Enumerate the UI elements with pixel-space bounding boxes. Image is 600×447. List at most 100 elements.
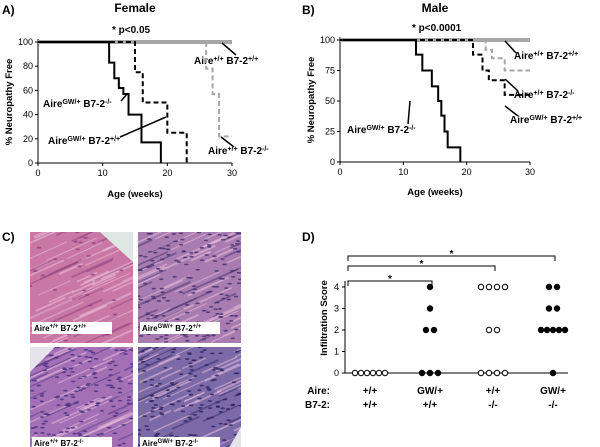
series-label-sup: +/+ bbox=[533, 51, 543, 58]
fiber bbox=[127, 377, 133, 382]
nucleus bbox=[105, 333, 110, 336]
nucleus bbox=[63, 389, 68, 392]
fiber bbox=[53, 347, 73, 356]
nucleus bbox=[138, 429, 142, 431]
nucleus bbox=[96, 434, 101, 436]
fiber bbox=[138, 279, 183, 302]
nucleus bbox=[74, 402, 79, 404]
nucleus bbox=[82, 375, 87, 378]
nucleus bbox=[171, 233, 177, 235]
label-pointer bbox=[119, 116, 167, 138]
data-point bbox=[434, 369, 442, 377]
nucleus bbox=[214, 270, 219, 272]
fiber bbox=[138, 232, 163, 244]
nucleus bbox=[219, 293, 224, 296]
nucleus bbox=[157, 382, 163, 385]
nucleus bbox=[75, 232, 80, 234]
series-label-sup: +/+ bbox=[213, 56, 223, 63]
y-tick-label: 0 bbox=[28, 158, 33, 168]
nucleus bbox=[156, 299, 162, 302]
nucleus bbox=[183, 256, 188, 259]
nucleus bbox=[207, 407, 213, 409]
fiber bbox=[138, 347, 160, 357]
fiber bbox=[79, 260, 133, 287]
fiber bbox=[233, 426, 241, 432]
nucleus bbox=[145, 428, 151, 431]
nucleus bbox=[159, 406, 164, 409]
series-label-sup: +/+ bbox=[110, 136, 120, 143]
nucleus bbox=[206, 244, 212, 246]
nucleus bbox=[118, 380, 123, 383]
nucleus bbox=[224, 287, 229, 289]
nucleus bbox=[184, 335, 189, 338]
nucleus bbox=[82, 289, 87, 292]
nucleus bbox=[150, 264, 155, 266]
data-point bbox=[351, 369, 359, 377]
histology-image: Aire+/+ B7-2-/- bbox=[30, 347, 133, 447]
nucleus bbox=[93, 358, 99, 360]
background-corner bbox=[30, 347, 55, 372]
nucleus bbox=[64, 430, 70, 433]
image-label: Aire+/+ B7-2-/- bbox=[34, 439, 83, 447]
nucleus bbox=[237, 392, 241, 395]
fiber bbox=[97, 411, 133, 429]
nucleus bbox=[150, 415, 155, 418]
fiber bbox=[30, 351, 87, 379]
nucleus bbox=[220, 258, 225, 260]
fiber bbox=[48, 259, 82, 275]
nucleus bbox=[151, 297, 157, 300]
nucleus bbox=[231, 381, 237, 384]
fiber bbox=[37, 280, 71, 296]
nucleus bbox=[237, 278, 241, 281]
nucleus bbox=[159, 258, 165, 261]
significance-bracket bbox=[347, 280, 433, 286]
nucleus bbox=[169, 403, 174, 406]
data-point bbox=[537, 326, 545, 334]
series-label-part: Aire bbox=[514, 90, 534, 101]
nucleus bbox=[161, 296, 167, 299]
fiber bbox=[199, 304, 241, 326]
series-label-sup: GW/+ bbox=[67, 136, 85, 143]
fiber bbox=[94, 261, 133, 281]
nucleus bbox=[117, 387, 122, 390]
series-label-part: Aire bbox=[208, 146, 228, 157]
nucleus bbox=[237, 232, 241, 235]
nucleus bbox=[161, 314, 166, 317]
nucleus bbox=[215, 368, 221, 370]
fiber bbox=[46, 237, 97, 261]
fiber bbox=[45, 400, 80, 417]
nucleus bbox=[126, 396, 132, 398]
nucleus bbox=[197, 347, 203, 349]
fiber bbox=[36, 368, 64, 382]
fiber bbox=[138, 308, 158, 320]
nucleus bbox=[69, 393, 75, 396]
data-point bbox=[422, 326, 430, 334]
nucleus bbox=[88, 356, 93, 359]
nucleus bbox=[81, 387, 86, 390]
y-tick-label: 60 bbox=[23, 85, 33, 95]
nucleus bbox=[230, 269, 235, 272]
nucleus bbox=[87, 360, 92, 363]
image-label-part: B7-2 bbox=[58, 439, 78, 447]
nucleus bbox=[164, 334, 169, 337]
nucleus bbox=[39, 392, 45, 395]
nucleus bbox=[197, 389, 202, 392]
label-box bbox=[32, 437, 112, 447]
nucleus bbox=[78, 241, 83, 244]
nucleus bbox=[88, 350, 93, 352]
nucleus bbox=[79, 420, 84, 423]
significance-star: * bbox=[388, 274, 392, 285]
nucleus bbox=[156, 358, 161, 360]
nucleus bbox=[233, 315, 239, 317]
nucleus bbox=[151, 287, 156, 290]
fiber bbox=[122, 276, 133, 283]
nucleus bbox=[90, 273, 96, 276]
fiber bbox=[245, 282, 275, 295]
fiber bbox=[197, 418, 241, 440]
nucleus bbox=[189, 404, 194, 407]
fiber bbox=[183, 391, 205, 403]
image-label-part: B7-2 bbox=[173, 324, 193, 333]
data-point bbox=[555, 326, 563, 334]
nucleus bbox=[108, 368, 113, 371]
x-tick-label: 20 bbox=[162, 168, 172, 178]
